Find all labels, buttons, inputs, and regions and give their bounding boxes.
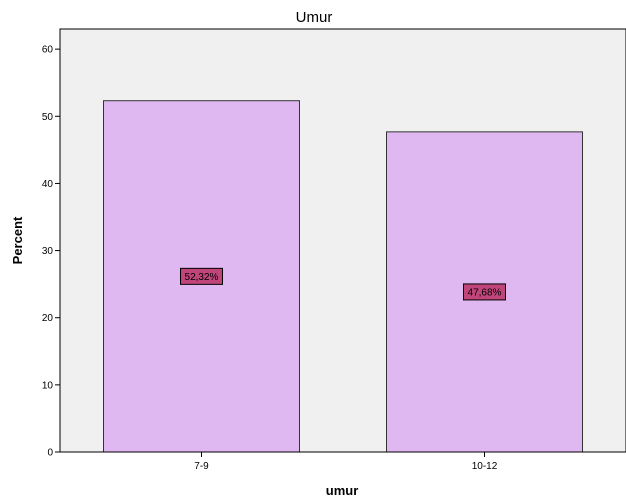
data-label-box (180, 267, 223, 285)
bars-layer: 52,32% 47,68% (103, 100, 583, 453)
y-tick-label: 60 (42, 45, 54, 56)
y-tick-label: 20 (42, 313, 54, 324)
x-axis-label: umur (326, 483, 359, 498)
chart-title: Umur (296, 9, 333, 26)
y-tick-label: 10 (42, 380, 54, 391)
y-axis: 0 10 20 30 40 50 60 (42, 29, 61, 459)
y-axis-label: Percent (10, 216, 25, 264)
x-axis: 7-9 10-12 (60, 451, 626, 472)
y-tick-label: 0 (47, 448, 53, 459)
data-label-box (463, 283, 506, 301)
x-tick-label: 10-12 (472, 461, 498, 472)
x-tick-label: 7-9 (194, 461, 209, 472)
data-label: 52,32% (185, 272, 219, 283)
y-tick-label: 40 (42, 179, 54, 190)
y-tick-label: 30 (42, 246, 54, 257)
data-label: 47,68% (468, 287, 502, 298)
y-tick-label: 50 (42, 112, 54, 123)
